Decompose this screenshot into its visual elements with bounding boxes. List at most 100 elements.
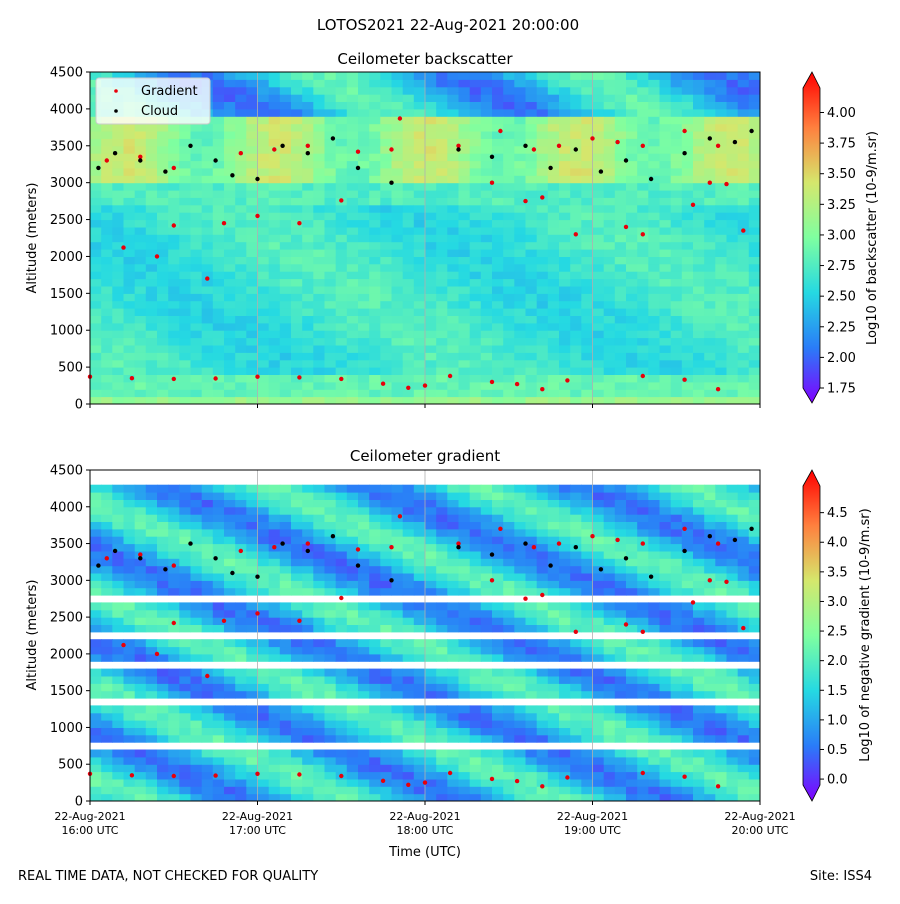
heatmap-cell [447,529,459,537]
heatmap-cell [548,220,560,228]
heatmap-cell [581,750,593,758]
heatmap-cell [492,242,504,250]
heatmap-cell [459,131,471,139]
heatmap-cell [101,735,113,743]
heatmap-cell [425,617,437,625]
heatmap-cell [514,551,526,559]
heatmap-cell [168,197,180,205]
heatmap-cell [403,397,415,405]
heatmap-cell [336,573,348,581]
heatmap-cell [235,330,247,338]
heatmap-cell [481,146,493,154]
heatmap-cell [146,676,158,684]
heatmap-cell [447,713,459,721]
gradient-marker [641,232,645,236]
heatmap-cell [559,492,571,500]
heatmap-cell [459,345,471,353]
heatmap-cell [637,566,649,574]
heatmap-cell [671,360,683,368]
heatmap-cell [157,330,169,338]
heatmap-cell [235,168,247,176]
heatmap-cell [436,536,448,544]
heatmap-cell [325,779,337,787]
heatmap-cell [157,507,169,515]
heatmap-cell [146,735,158,743]
heatmap-cell [648,691,660,699]
heatmap-cell [648,146,660,154]
heatmap-cell [570,205,582,213]
heatmap-cell [235,109,247,117]
heatmap-cell [526,676,538,684]
heatmap-cell [693,625,705,633]
heatmap-cell [302,727,314,735]
heatmap-cell [637,345,649,353]
heatmap-cell [258,794,270,802]
heatmap-cell [704,212,716,220]
heatmap-cell [671,271,683,279]
heatmap-cell [447,323,459,331]
heatmap-cell [90,301,102,309]
heatmap-cell [336,286,348,294]
heatmap-cell [626,168,638,176]
heatmap-cell [593,669,605,677]
heatmap-cell [526,573,538,581]
heatmap-cell [291,205,303,213]
heatmap-cell [637,669,649,677]
heatmap-cell [548,720,560,728]
heatmap-cell [246,72,258,80]
heatmap-cell [581,183,593,191]
heatmap-cell [224,713,236,721]
heatmap-cell [526,360,538,368]
heatmap-cell [727,308,739,316]
heatmap-cell [526,720,538,728]
heatmap-cell [224,249,236,257]
heatmap-cell [637,794,649,802]
heatmap-cell [235,514,247,522]
heatmap-cell [280,153,292,161]
heatmap-cell [481,168,493,176]
heatmap-cell [336,116,348,124]
cloud-marker [356,166,360,170]
heatmap-cell [715,205,727,213]
heatmap-cell [313,713,325,721]
heatmap-cell [570,397,582,405]
heatmap-cell [459,256,471,264]
heatmap-cell [537,293,549,301]
heatmap-cell [369,161,381,169]
heatmap-cell [269,124,281,132]
heatmap-cell [648,249,660,257]
heatmap-cell [648,109,660,117]
heatmap-cell [604,588,616,596]
heatmap-cell [503,786,515,794]
heatmap-cell [168,676,180,684]
heatmap-cell [269,580,281,588]
heatmap-cell [280,345,292,353]
heatmap-cell [682,389,694,397]
heatmap-cell [380,757,392,765]
heatmap-cell [347,271,359,279]
heatmap-cell [358,617,370,625]
heatmap-cell [570,522,582,530]
heatmap-cell [526,308,538,316]
heatmap-cell [90,286,102,294]
heatmap-cell [548,330,560,338]
heatmap-cell [246,116,258,124]
gradient-marker [523,199,527,203]
heatmap-cell [749,190,761,198]
heatmap-cell [202,735,214,743]
heatmap-cell [414,566,426,574]
heatmap-cell [202,242,214,250]
heatmap-cell [202,713,214,721]
heatmap-cell [682,654,694,662]
heatmap-cell [191,249,203,257]
heatmap-cell [224,499,236,507]
heatmap-cell [392,190,404,198]
heatmap-cell [436,514,448,522]
heatmap-cell [235,286,247,294]
gradient-marker [356,150,360,154]
heatmap-cell [358,772,370,780]
heatmap-cell [90,367,102,375]
panel-title-gradient: Ceilometer gradient [350,447,500,465]
heatmap-cell [325,382,337,390]
heatmap-cell [414,764,426,772]
